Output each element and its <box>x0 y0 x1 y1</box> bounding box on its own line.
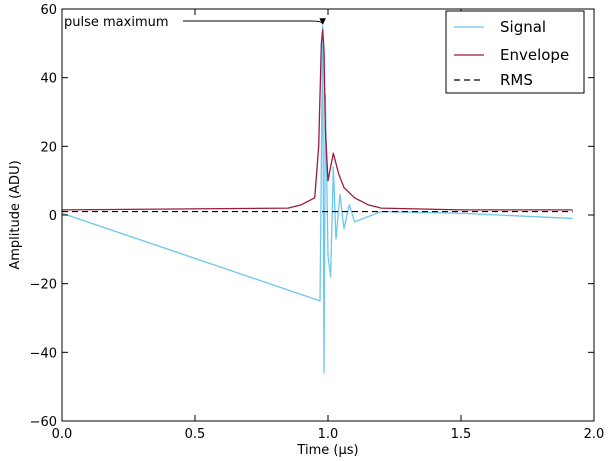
legend-box <box>445 10 585 94</box>
y-tick-label: 40 <box>40 72 57 87</box>
y-tick-label: 60 <box>40 3 57 18</box>
legend-label-signal: Signal <box>500 18 546 36</box>
y-tick-label: 20 <box>40 140 57 155</box>
plot-frame <box>61 8 595 422</box>
annotation-layer: pulse maximum <box>64 15 326 30</box>
series-line-signal <box>62 25 573 374</box>
y-tick-label: −40 <box>30 346 57 361</box>
y-tick-label: −60 <box>30 415 57 430</box>
axis-ticks: 0.0 0.5 1.0 1.5 2.0 −60 −40 −20 0 20 40 60 <box>30 3 605 442</box>
legend-label-rms: RMS <box>500 71 533 89</box>
x-axis-label: Time (μs) <box>296 443 358 458</box>
plot-series-layer <box>62 25 573 374</box>
annotation-arrow <box>183 18 326 25</box>
legend: Signal Envelope RMS <box>445 10 585 94</box>
legend-label-envelope: Envelope <box>500 46 569 64</box>
y-tick-label: 0 <box>49 209 57 224</box>
x-tick-label: 1.5 <box>451 427 472 442</box>
y-tick-label: −20 <box>30 278 57 293</box>
x-tick-label: 2.0 <box>584 427 605 442</box>
x-tick-label: 0.0 <box>52 427 73 442</box>
series-line-envelope <box>62 28 573 211</box>
annotation-pulse-maximum: pulse maximum <box>64 15 169 30</box>
x-tick-label: 0.5 <box>185 427 206 442</box>
x-tick-label: 1.0 <box>318 427 339 442</box>
y-axis-label: Amplitude (ADU) <box>8 160 23 269</box>
